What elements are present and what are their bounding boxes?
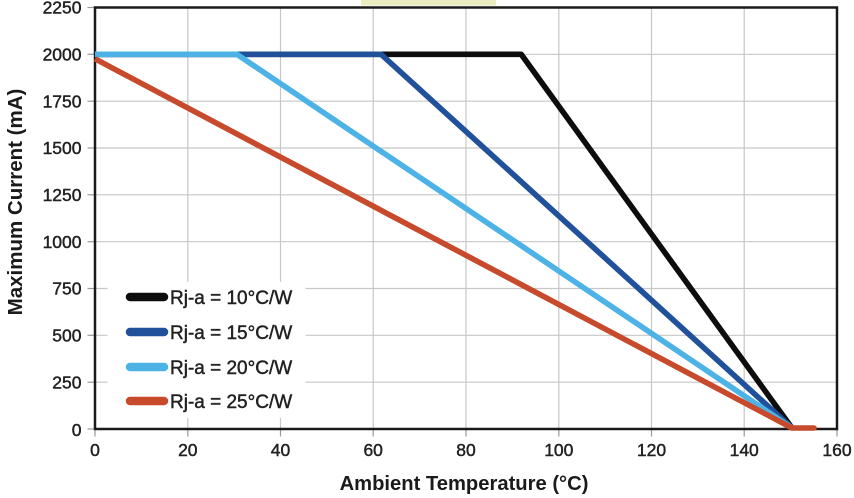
svg-text:140: 140 [730, 440, 759, 460]
svg-text:1500: 1500 [43, 138, 82, 158]
svg-text:1250: 1250 [43, 185, 82, 205]
svg-text:500: 500 [52, 326, 81, 346]
svg-text:20: 20 [178, 440, 198, 460]
svg-text:0: 0 [90, 440, 100, 460]
svg-text:Rj-a = 10°C/W: Rj-a = 10°C/W [170, 288, 292, 309]
svg-text:40: 40 [271, 440, 291, 460]
svg-text:250: 250 [52, 372, 81, 392]
svg-text:750: 750 [52, 279, 81, 299]
svg-text:Rj-a = 20°C/W: Rj-a = 20°C/W [170, 358, 292, 379]
svg-text:1750: 1750 [43, 91, 82, 111]
svg-text:2000: 2000 [43, 45, 82, 65]
svg-text:0: 0 [72, 420, 82, 440]
svg-text:60: 60 [363, 440, 383, 460]
svg-text:80: 80 [456, 440, 476, 460]
svg-text:Rj-a = 25°C/W: Rj-a = 25°C/W [170, 392, 292, 413]
svg-text:120: 120 [637, 440, 666, 460]
svg-text:160: 160 [822, 440, 851, 460]
svg-text:Maximum Current (mA): Maximum Current (mA) [4, 89, 27, 316]
svg-text:Ambient Temperature (°C): Ambient Temperature (°C) [340, 473, 589, 495]
svg-text:1000: 1000 [43, 232, 82, 252]
svg-text:100: 100 [544, 440, 573, 460]
svg-text:Rj-a = 15°C/W: Rj-a = 15°C/W [170, 323, 292, 344]
svg-text:2250: 2250 [43, 0, 82, 18]
